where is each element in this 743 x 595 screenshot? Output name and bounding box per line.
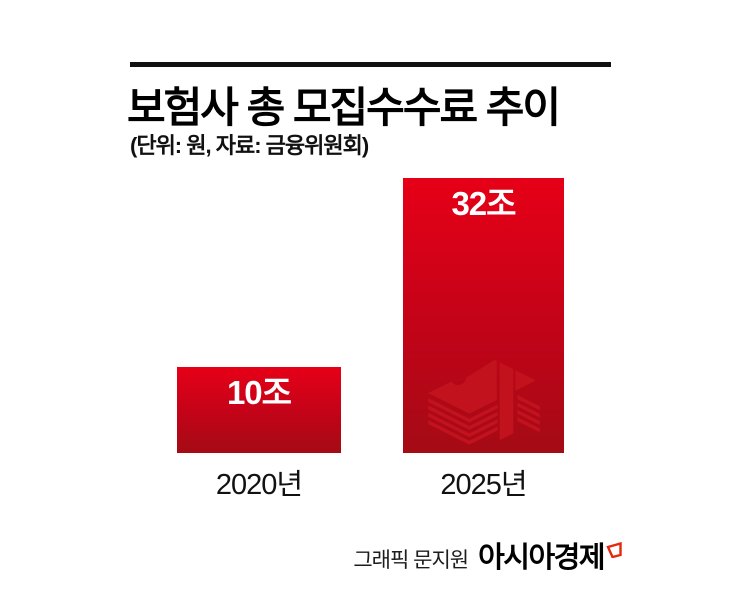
bar-value-label-2020: 10조 [226,374,292,411]
bar-2020: 10조 [177,367,341,453]
top-rule-divider [130,62,611,67]
credit-line: 그래픽 문지원 아시아경제 [353,534,623,576]
bar-2025: 32조 [403,178,564,453]
money-stack-icon [427,359,540,445]
brand-logo: 아시아경제 [478,542,605,574]
x-axis-label-2020: 2020년 [215,469,303,501]
chart-title: 보험사 총 모집수수료 추이 [127,84,561,131]
credit-text: 그래픽 문지원 [353,549,469,572]
bar-value-label-2025: 32조 [451,185,516,222]
unit-source-note: (단위: 원, 자료: 금융위원회) [130,133,369,158]
x-axis-label-2025: 2025년 [440,469,527,501]
brand-flag-mark-icon [606,542,622,558]
